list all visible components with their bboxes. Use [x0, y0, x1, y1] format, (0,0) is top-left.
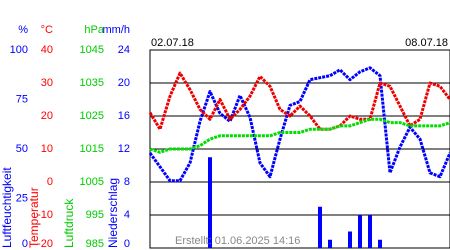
y-tick-label: 12	[118, 143, 130, 155]
y-tick-label: 995	[86, 209, 104, 221]
axis-title: Luftfeuchtigkeit	[0, 167, 14, 248]
y-tick-label: 30	[41, 77, 53, 89]
y-tick-label: 20	[41, 110, 53, 122]
y-tick-label: 1045	[80, 44, 104, 56]
y-tick-label: 0	[124, 238, 130, 250]
axis-title: Temperatur	[27, 187, 41, 248]
axis-title: Luftdruck	[62, 198, 76, 248]
y-tick-label: 10	[41, 143, 53, 155]
unit-label: °C	[41, 24, 53, 36]
unit-label: mm/h	[103, 24, 131, 36]
y-tick-label: 24	[118, 44, 130, 56]
y-tick-label: 1015	[80, 143, 104, 155]
y-tick-label: 0	[22, 238, 28, 250]
y-tick-label: -10	[37, 209, 53, 221]
data-line	[149, 117, 450, 154]
y-tick-label: 1005	[80, 176, 104, 188]
y-tick-label: 1035	[80, 77, 104, 89]
y-tick-label: 4	[124, 209, 130, 221]
bar	[328, 239, 332, 248]
y-tick-label: -20	[37, 238, 53, 250]
bar	[348, 231, 352, 248]
axis-title: Niederschlag	[106, 178, 120, 248]
unit-label: %	[18, 24, 28, 36]
y-tick-label: 16	[118, 110, 130, 122]
data-line	[148, 71, 450, 131]
footer: Erstellt: 01.06.2025 14:16	[175, 235, 300, 247]
y-tick-label: 985	[86, 238, 104, 250]
y-tick-label: 40	[41, 44, 53, 56]
bar	[358, 215, 362, 248]
y-tick-label: 25	[16, 192, 28, 204]
start-date: 02.07.18	[151, 37, 194, 49]
y-tick-label: 20	[118, 77, 130, 89]
bar	[368, 215, 372, 248]
y-tick-label: 50	[16, 143, 28, 155]
y-tick-label: 0	[47, 176, 53, 188]
end-date: 08.07.18	[405, 37, 448, 49]
y-tick-label: 1025	[80, 110, 104, 122]
y-tick-label: 8	[124, 176, 130, 188]
y-tick-label: 75	[16, 93, 28, 105]
unit-label: hPa	[84, 24, 104, 36]
bar	[378, 239, 382, 248]
bar	[208, 157, 212, 248]
y-tick-label: 100	[10, 44, 28, 56]
bar	[318, 206, 322, 248]
